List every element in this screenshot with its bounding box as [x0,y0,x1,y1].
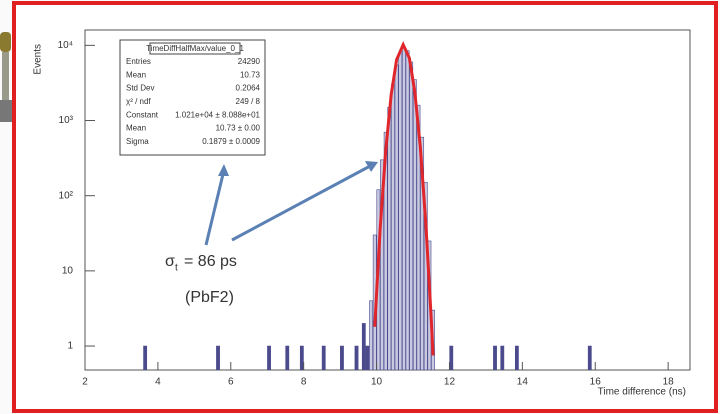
fit-curve [373,41,435,356]
y-tick-label: 1 [67,341,73,352]
stats-label: Mean [126,70,146,79]
y-tick-label: 10⁴ [58,40,73,51]
stats-label: Constant [126,110,159,119]
y-tick-label: 10 [62,266,74,277]
stats-value: 10.73 [240,70,261,79]
bar [369,300,373,370]
annotation-symbol: σ [165,253,175,270]
bar [405,50,410,370]
bar [449,345,454,370]
x-axis-label: Time difference (ns) [598,387,686,398]
bar [216,345,220,370]
arrow [231,163,373,242]
arrow-head [218,164,229,176]
bar [409,61,414,370]
y-tick-label: 10³ [59,115,74,126]
x-tick-label: 18 [663,377,675,388]
bar [361,323,366,370]
bar [416,104,421,370]
x-tick-label: 8 [301,377,307,388]
stats-frame [119,39,266,156]
annotation-text: = 86 ps [184,253,237,270]
bar [493,345,497,370]
annotation-subscript: t [175,263,178,274]
stats-title: TimeDiffHalfMax/value_0_1 [146,44,244,53]
bar [267,345,271,370]
stats-box: TimeDiffHalfMax/value_0_1 Entries 24290 Me… [119,39,266,156]
bar [354,345,359,370]
stats-label: Sigma [126,137,149,146]
stats-value: 0.1879 ± 0.0009 [202,137,260,146]
annotation: σ t = 86 ps (PbF2) [165,161,378,306]
y-axis-label: Events [33,44,44,75]
stats-value: 249 / 8 [236,97,261,106]
x-tick-label: 4 [155,377,161,388]
bar [299,345,304,370]
stats-label: χ² / ndf [126,97,151,106]
bar [285,345,290,370]
x-tick-label: 10 [371,377,383,388]
x-tick-label: 6 [228,377,234,388]
stats-label: Std Dev [126,84,154,93]
stats-value: 0.2064 [236,84,261,93]
bar [402,46,406,370]
stats-label: Mean [126,124,146,133]
arrow [204,169,226,246]
bar [143,345,148,370]
bar [321,345,326,370]
bar [500,345,505,370]
x-tick-label: 14 [517,377,529,388]
arrow-head [365,161,378,172]
bar [383,131,388,370]
bar [412,79,417,370]
bar [398,52,403,370]
stats-value: 10.73 ± 0.00 [216,124,261,133]
bar [387,106,392,370]
bar [420,136,425,370]
side-icon [0,32,12,122]
bar [394,64,399,370]
y-tick-label: 10² [59,190,74,201]
x-tick-label: 12 [444,377,456,388]
annotation-material: (PbF2) [185,289,234,306]
stats-value: 1.021e+04 ± 8.088e+01 [175,110,260,119]
stats-title-frame [149,42,241,55]
bar [340,345,344,370]
bar [391,84,395,370]
x-tick-label: 16 [590,377,602,388]
stats-label: Entries [126,57,151,66]
bar [365,345,370,370]
histogram [143,46,592,370]
stats-value: 24290 [238,57,261,66]
bar [380,159,384,370]
x-tick-label: 2 [82,377,88,388]
bar [587,345,592,370]
bar [514,345,519,370]
